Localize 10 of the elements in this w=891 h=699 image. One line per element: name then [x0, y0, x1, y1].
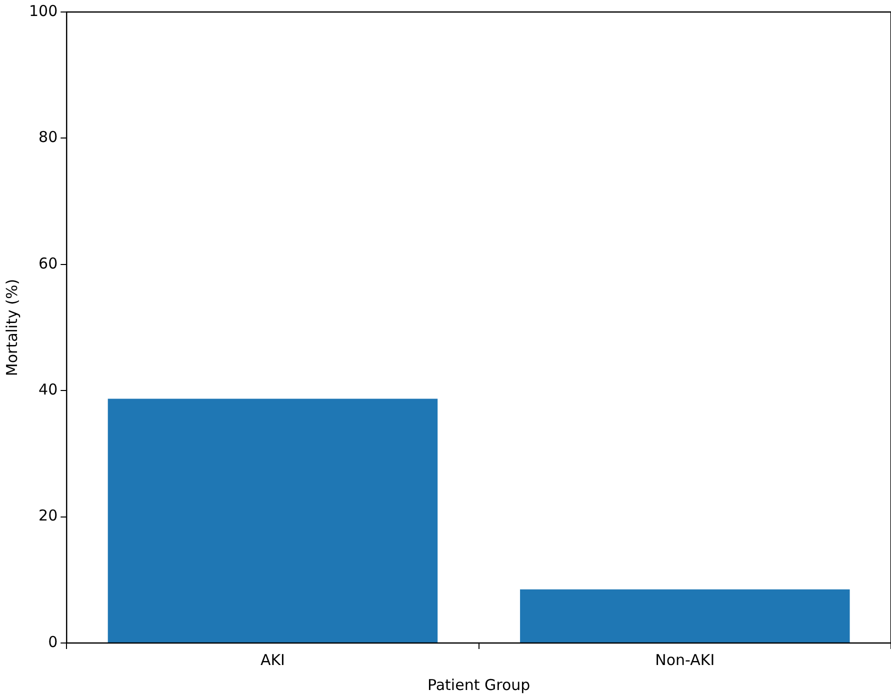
y-tick-label: 0	[48, 632, 58, 651]
y-tick-label: 60	[38, 254, 58, 272]
y-tick-label: 40	[38, 380, 58, 398]
x-axis-title: Patient Group	[427, 676, 530, 694]
y-tick-label: 100	[28, 2, 58, 20]
y-tick-label: 80	[38, 128, 58, 146]
x-tick-label: Non-AKI	[655, 650, 715, 669]
y-tick-label: 20	[38, 506, 58, 525]
y-axis-title: Mortality (%)	[2, 278, 21, 376]
x-tick-label: AKI	[260, 650, 285, 669]
